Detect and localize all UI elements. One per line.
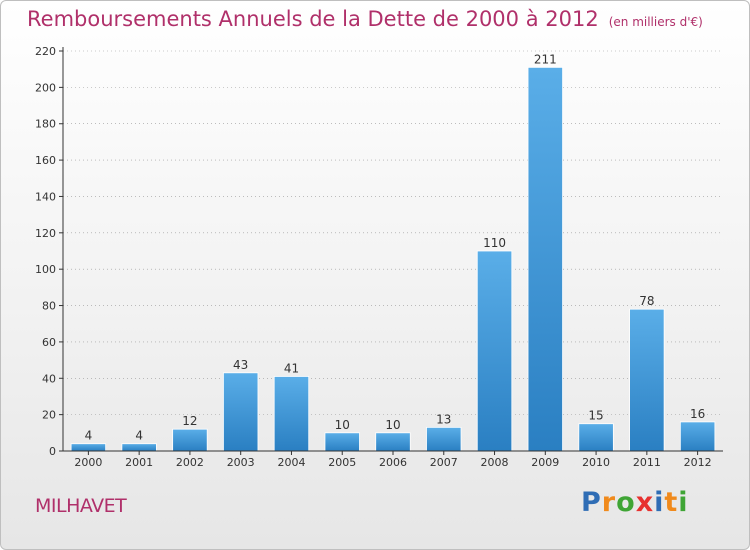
proxiti-logo: Proxiti: [581, 487, 689, 518]
data-label: 78: [639, 294, 654, 308]
x-tick-label: 2000: [74, 456, 102, 469]
y-tick-label: 20: [42, 409, 56, 422]
data-label: 13: [436, 412, 451, 426]
bar-2009: [527, 66, 563, 452]
bar-2008: [476, 250, 513, 452]
x-tick-label: 2005: [328, 456, 356, 469]
y-tick-label: 160: [35, 154, 56, 167]
y-tick-label: 40: [42, 372, 56, 385]
y-tick-label: 0: [49, 445, 56, 458]
y-tick-label: 220: [35, 45, 56, 58]
data-label: 4: [135, 429, 143, 443]
bar-2002: [172, 428, 208, 452]
bar-2012: [679, 421, 716, 452]
logo-letter: P: [581, 487, 602, 518]
logo-letter: i: [654, 487, 665, 518]
y-tick-label: 200: [35, 81, 56, 94]
x-tick-label: 2002: [176, 456, 204, 469]
x-tick-label: 2011: [633, 456, 661, 469]
data-labels: 4 4 12 43 41 10 10 13 110 211 15 78 16: [85, 52, 706, 442]
chart-title: Remboursements Annuels de la Dette de 20…: [27, 7, 703, 31]
chart-unit: (en milliers d'€): [608, 15, 703, 29]
x-tick-label: 2003: [227, 456, 255, 469]
logo-letter: o: [616, 487, 636, 518]
axes: 0 20 40 60 80 100 120 140 160 180 200 220 2000 2001 20…: [35, 45, 723, 469]
x-tick-label: 2012: [684, 456, 712, 469]
bar-2006: [375, 432, 411, 452]
bar-2011: [629, 308, 665, 452]
data-label: 10: [385, 418, 400, 432]
data-label: 4: [85, 429, 93, 443]
bars: [70, 66, 716, 452]
data-label: 43: [233, 358, 248, 372]
x-tick-label: 2007: [430, 456, 458, 469]
x-tick-label: 2001: [125, 456, 153, 469]
y-tick-label: 60: [42, 336, 56, 349]
bar-2010: [578, 423, 614, 452]
x-tick-label: 2010: [582, 456, 610, 469]
logo-letter: x: [635, 487, 655, 518]
bar-2000: [70, 443, 107, 452]
x-tick-label: 2009: [531, 456, 559, 469]
y-tick-label: 140: [35, 190, 56, 203]
x-tick-label: 2008: [481, 456, 509, 469]
data-label: 10: [335, 418, 350, 432]
data-label: 16: [690, 407, 705, 421]
bar-2004: [273, 376, 310, 452]
bar-2001: [121, 443, 157, 452]
x-tick-label: 2006: [379, 456, 407, 469]
bar-2007: [426, 426, 462, 452]
y-tick-label: 120: [35, 227, 56, 240]
place-name: MILHAVET: [35, 495, 127, 517]
data-label: 12: [182, 414, 197, 428]
y-tick-label: 180: [35, 118, 56, 131]
logo-letter: i: [678, 487, 689, 518]
grid-lines: [63, 50, 723, 415]
x-tick-label: 2004: [277, 456, 305, 469]
data-label: 211: [534, 52, 557, 66]
bar-2003: [223, 372, 259, 452]
logo-letter: r: [601, 487, 617, 518]
data-label: 15: [588, 409, 603, 423]
logo-letter: t: [664, 487, 679, 518]
y-tick-label: 80: [42, 300, 56, 313]
y-tick-label: 100: [35, 263, 56, 276]
data-label: 110: [483, 236, 506, 250]
bar-2005: [324, 432, 360, 452]
chart-title-text: Remboursements Annuels de la Dette de 20…: [27, 7, 599, 31]
data-label: 41: [284, 361, 299, 375]
